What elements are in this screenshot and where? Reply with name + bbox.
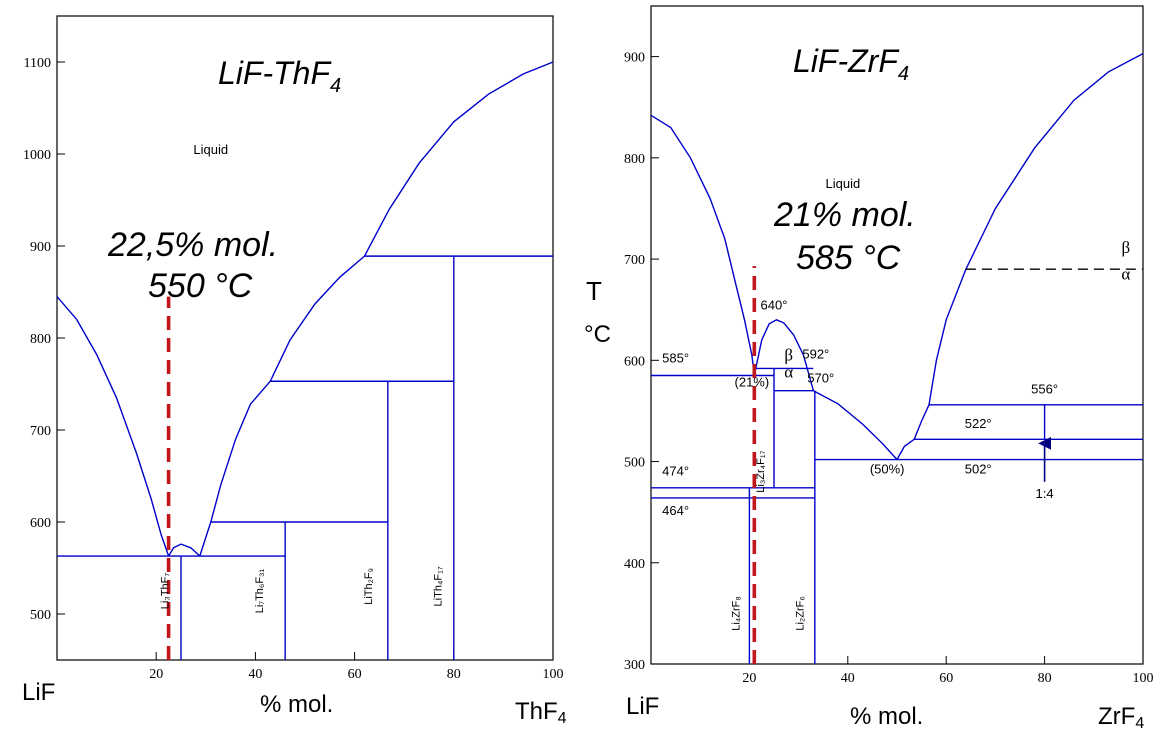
annotation-label: 570° xyxy=(807,371,834,386)
y-tick-label: 900 xyxy=(30,240,51,255)
compound-label: LiTh₄F₁₇ xyxy=(432,566,444,606)
arrow-label: 1:4 xyxy=(1036,486,1054,501)
x-tick-label: 100 xyxy=(543,667,564,682)
y-axis-label: T xyxy=(586,276,602,306)
compound-label: Li₂ZrF₆ xyxy=(795,596,807,630)
annotation-label: β xyxy=(784,345,793,364)
callout-line-2: 550 °C xyxy=(148,267,253,305)
annotation-label: 592° xyxy=(802,346,829,361)
y-tick-label: 700 xyxy=(30,424,51,439)
compound-label: Li₇Th₆F₃₁ xyxy=(254,568,266,613)
y-tick-label: 400 xyxy=(624,557,645,572)
y-axis-unit: °C xyxy=(584,321,611,348)
callout-line-1: 22,5% mol. xyxy=(107,226,278,264)
annotations: 1:4Liquid585°(21%)640°βα592°570°474°464°… xyxy=(662,176,1130,518)
y-tick-label: 900 xyxy=(624,51,645,66)
plot-frame xyxy=(56,15,554,661)
liquidus-curve xyxy=(56,296,170,557)
y-tick-label: 500 xyxy=(30,608,51,623)
y-tick-label: 1000 xyxy=(23,148,51,163)
y-tick-label: 1100 xyxy=(24,56,51,71)
y-tick-label: 500 xyxy=(624,456,645,471)
x-tick-label: 80 xyxy=(447,667,461,682)
y-tick-label: 600 xyxy=(30,516,51,531)
compound-label: Li₃ThF₇ xyxy=(160,573,172,610)
x-ticks: 20 40 60 80 100 xyxy=(149,652,564,682)
liquidus-curve xyxy=(928,52,1144,405)
compound-labels: Li₃ThF₇ Li₇Th₆F₃₁ LiTh₂F₉ LiTh₄F₁₇ xyxy=(160,566,445,613)
annotation-label: (50%) xyxy=(870,462,905,477)
annotation-label: β xyxy=(1121,238,1130,257)
chart-title: LiF-ZrF4 xyxy=(793,43,909,85)
y-tick-label: 600 xyxy=(624,354,645,369)
liquidus-curve xyxy=(753,319,815,391)
liquidus-curve xyxy=(363,61,554,257)
plot-frame xyxy=(650,5,1144,665)
phase-lines xyxy=(650,52,1144,664)
x-tick-label: 100 xyxy=(1133,671,1154,686)
y-tick-label: 800 xyxy=(624,152,645,167)
annotation-label: 502° xyxy=(965,462,992,477)
x-tick-label: 80 xyxy=(1038,671,1052,686)
y-tick-label: 300 xyxy=(624,658,645,673)
left-component-label: LiF xyxy=(626,693,659,720)
y-ticks: 500 600 700 800 900 1000 1100 xyxy=(23,56,65,623)
annotation-label: Liquid xyxy=(826,176,861,191)
compound-label: Li₄ZrF₈ xyxy=(731,596,743,631)
annotation-label: 464° xyxy=(662,503,689,518)
liquidus-curve xyxy=(199,380,271,557)
chart-title: LiF-ThF4 xyxy=(218,55,341,97)
x-tick-label: 60 xyxy=(348,667,362,682)
phase-lines xyxy=(56,61,554,660)
liquidus-curve xyxy=(896,438,915,460)
callout-line-1: 21% mol. xyxy=(773,196,916,234)
x-tick-label: 20 xyxy=(149,667,163,682)
annotations: Liquid xyxy=(193,142,228,157)
x-axis-label: % mol. xyxy=(260,691,333,718)
x-ticks: 20 40 60 80 100 xyxy=(742,656,1154,686)
liquidus-curve xyxy=(650,114,755,376)
right-component-label: ThF4 xyxy=(515,698,567,727)
x-tick-label: 40 xyxy=(841,671,855,686)
y-tick-label: 800 xyxy=(30,332,51,347)
x-tick-label: 60 xyxy=(939,671,953,686)
lif-thf4-phase-diagram: 500 600 700 800 900 1000 1100 20 40 60 80 100 Li₃T… xyxy=(22,15,567,727)
y-ticks: 300 400 500 600 700 800 900 xyxy=(624,51,659,673)
x-tick-label: 20 xyxy=(742,671,756,686)
y-tick-label: 700 xyxy=(624,253,645,268)
liquidus-curve xyxy=(813,390,898,460)
left-component-label: LiF xyxy=(22,679,55,706)
annotation-label: α xyxy=(784,363,793,382)
annotation-label: 640° xyxy=(761,298,788,313)
compound-label: LiTh₂F₉ xyxy=(363,568,375,605)
right-component-label: ZrF4 xyxy=(1098,703,1144,729)
liquidus-curve xyxy=(269,255,365,382)
x-tick-label: 40 xyxy=(248,667,262,682)
compound-label: Li₃Zr₄F₁₇ xyxy=(755,450,767,492)
liquidus-curve xyxy=(168,543,201,557)
annotation-label: 474° xyxy=(662,464,689,479)
compound-labels: Li₄ZrF₈ Li₃Zr₄F₁₇ Li₂ZrF₆ xyxy=(731,450,807,630)
liquidus-curve xyxy=(913,404,930,440)
annotation-label: 522° xyxy=(965,416,992,431)
lif-zrf4-phase-diagram: 300 400 500 600 700 800 900 20 40 60 80 100 Li₄ZrF… xyxy=(584,5,1154,729)
annotation-label: (21%) xyxy=(735,375,770,390)
x-axis-label: % mol. xyxy=(850,703,923,729)
annotation-label: 556° xyxy=(1031,382,1058,397)
annotation-label: Liquid xyxy=(193,142,228,157)
annotation-label: α xyxy=(1121,264,1130,283)
annotation-label: 585° xyxy=(662,350,689,365)
callout-line-2: 585 °C xyxy=(796,239,901,277)
